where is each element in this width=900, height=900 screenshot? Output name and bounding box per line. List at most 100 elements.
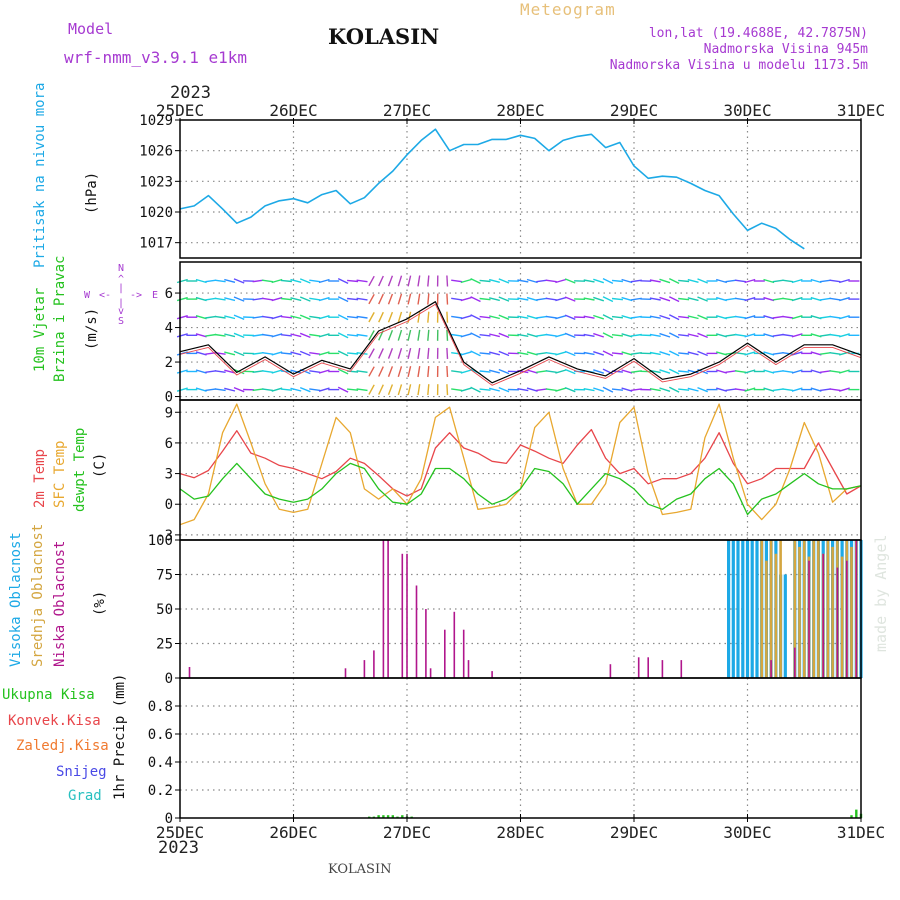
wind-arrow: [176, 296, 188, 302]
mid-cloud-bar: [760, 540, 763, 678]
wind-arrow: [555, 369, 567, 374]
wind-arrow: [498, 386, 510, 393]
wind-arrow: [602, 296, 614, 303]
x-tick-label-top: 25DEC: [156, 101, 204, 120]
wind-arrow: [621, 278, 633, 284]
high-cloud-bar: [731, 540, 735, 678]
pressure-label: Pritisak na nivou mora: [32, 83, 48, 268]
precip-label-total: Ukupna Kisa: [2, 687, 95, 703]
wind-arrow: [829, 352, 841, 355]
wind-arrow: [214, 388, 226, 392]
low-cloud-bar: [363, 660, 366, 678]
wind-arrow: [397, 366, 403, 378]
wind-arrow: [668, 350, 680, 357]
wind-arrow: [195, 278, 207, 284]
model-label: Model: [68, 20, 114, 38]
precip-bar: [382, 815, 385, 818]
wind-arrow: [427, 347, 430, 359]
wind-arrow: [347, 388, 359, 391]
wind-arrow: [446, 329, 449, 341]
wind-arrow: [224, 278, 236, 283]
mid-cloud-bar: [793, 540, 797, 678]
svg-text:->: ->: [130, 290, 142, 301]
compass-east: E: [152, 290, 158, 301]
x-tick-label-bottom: 27DEC: [383, 823, 431, 842]
wind-arrow: [716, 333, 727, 338]
low-cloud-bar: [382, 540, 385, 678]
wind-arrow: [649, 351, 661, 356]
x-tick-label-bottom: 31DEC: [837, 823, 885, 842]
wind-arrow: [224, 369, 236, 374]
wind-arrow: [261, 333, 274, 337]
wind-arrow: [611, 297, 623, 301]
wind-arrow: [451, 315, 463, 319]
wind-arrow: [195, 296, 207, 302]
wind-arrow: [536, 352, 548, 355]
wind-arrow: [763, 333, 775, 338]
wind-arrow: [195, 315, 207, 320]
temperature-y-tick-label: 0: [165, 497, 173, 513]
wind-arrow: [678, 315, 690, 319]
wind-arrow: [791, 387, 803, 392]
wind-panel-frame: [179, 261, 862, 401]
compass-south: S: [118, 316, 124, 327]
wind-arrow: [446, 365, 449, 378]
temperature-y-tick-label: 9: [165, 405, 173, 421]
wind-y-tick-label: 2: [165, 355, 173, 371]
wind-arrow: [470, 386, 481, 393]
wind-arrow: [716, 387, 727, 392]
temperature-y-tick-label: 3: [165, 467, 173, 483]
precip-bar: [377, 815, 380, 818]
wind-arrow: [417, 347, 421, 360]
wind-arrow: [479, 352, 491, 355]
svg-text:<-: <-: [99, 290, 111, 301]
low-cloud-bar: [188, 667, 191, 678]
wind-arrow: [820, 370, 832, 373]
high-cloud-bar: [736, 540, 740, 678]
wind-arrow: [233, 386, 245, 393]
wind-arrow: [697, 314, 708, 320]
wind-arrow: [368, 366, 375, 377]
precip-bar: [401, 815, 404, 818]
wind-arrow: [649, 315, 661, 319]
wind-arrow: [782, 388, 794, 392]
wind-arrow: [659, 278, 671, 284]
wind-arrow: [763, 296, 775, 302]
low-cloud-bar: [401, 553, 404, 678]
wind-arrow: [460, 278, 472, 284]
wind-arrow: [545, 297, 557, 301]
wind-arrow: [820, 352, 832, 355]
wind-arrow: [772, 279, 784, 283]
wind-arrow: [479, 388, 491, 391]
wind-arrow: [407, 366, 412, 378]
x-tick-label-top: 28DEC: [496, 101, 544, 120]
wind-arrow: [397, 293, 403, 305]
text-layer: 25DEC 25DEC 26DEC 26DEC 27DEC 27DEC 28DEC 28DEC…: [139, 101, 885, 842]
wind-arrow: [659, 387, 671, 392]
mid-cloud-bar: [831, 546, 834, 678]
wind-arrow: [819, 333, 832, 337]
wind-arrow: [233, 278, 245, 284]
wind-arrow: [261, 315, 274, 319]
wind-arrow: [593, 332, 605, 338]
wind-arrow: [224, 333, 236, 338]
wind-arrow: [261, 297, 274, 301]
temperature-y-tick-label: 6: [165, 436, 173, 452]
svg-text:^: ^: [118, 274, 124, 285]
wind-arrow: [678, 370, 690, 373]
high-cloud-bar: [750, 540, 754, 678]
wind-arrow: [536, 297, 548, 301]
wind-y-tick-label: 0: [165, 390, 173, 406]
wind-arrow: [290, 387, 302, 392]
footer-station: KOLASIN: [328, 862, 392, 877]
wind-arrow: [517, 333, 529, 337]
wind-arrow: [261, 352, 273, 355]
wind-arrow: [446, 293, 449, 305]
wind-arrow: [668, 277, 680, 285]
wind-arrow: [451, 297, 463, 301]
wind-arrow: [205, 279, 217, 283]
wind-arrow: [356, 370, 368, 373]
wind-arrow: [772, 388, 784, 392]
wind-arrow: [387, 384, 394, 396]
wind-arrow: [536, 370, 548, 373]
